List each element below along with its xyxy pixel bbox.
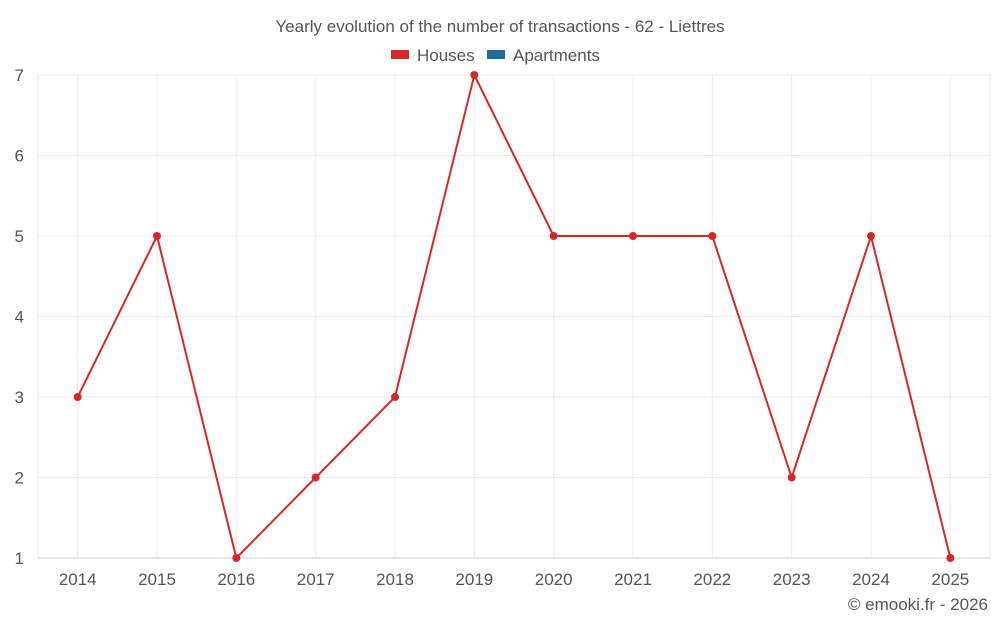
legend-item-apartments[interactable]: Apartments [487,46,600,65]
series-line-houses [76,74,952,559]
y-tick-label: 6 [15,147,24,166]
y-tick-label: 3 [15,388,24,407]
credit-text: © emooki.fr - 2026 [848,595,988,614]
data-point-houses-2019[interactable] [470,71,479,79]
data-point-houses-2017[interactable] [311,473,320,482]
x-tick-label: 2022 [693,570,731,589]
x-tick-label: 2020 [535,570,573,589]
data-point-houses-2025[interactable] [946,554,955,562]
x-tick-label: 2015 [138,570,176,589]
x-tick-label: 2018 [376,570,414,589]
y-tick-label: 7 [15,66,24,85]
data-point-houses-2021[interactable] [629,232,637,240]
x-tick-label: 2021 [614,570,652,589]
legend-swatch-apartments [487,50,505,59]
data-point-houses-2014[interactable] [73,393,82,401]
data-point-houses-2020[interactable] [549,232,558,240]
data-point-houses-2023[interactable] [787,473,796,482]
legend-swatch-houses [391,50,409,59]
chart-title: Yearly evolution of the number of transa… [275,17,724,36]
legend[interactable]: Houses Apartments [391,46,600,65]
legend-item-houses[interactable]: Houses [391,46,475,65]
data-point-houses-2018[interactable] [391,393,399,401]
y-tick-label: 1 [15,549,24,568]
x-tick-label: 2014 [59,570,97,589]
x-tick-label: 2016 [217,570,255,589]
data-point-houses-2016[interactable] [232,554,241,562]
x-tick-label: 2024 [852,570,890,589]
x-tick-label: 2023 [773,570,811,589]
x-tick-label: 2025 [931,570,969,589]
data-point-houses-2022[interactable] [708,232,717,240]
y-tick-label: 5 [15,227,24,246]
y-tick-label: 2 [15,469,24,488]
x-tick-label: 2019 [455,570,493,589]
axes: 1 2 3 4 5 6 7 2014 2015 2016 2017 2018 2019 2020 2021 2… [15,66,990,589]
series-houses [73,71,955,562]
y-tick-label: 4 [15,308,24,327]
legend-label-houses: Houses [417,46,475,65]
data-point-houses-2024[interactable] [867,232,875,240]
grid [37,74,991,558]
legend-label-apartments: Apartments [513,46,600,65]
data-point-houses-2015[interactable] [153,232,161,240]
x-tick-label: 2017 [297,570,335,589]
